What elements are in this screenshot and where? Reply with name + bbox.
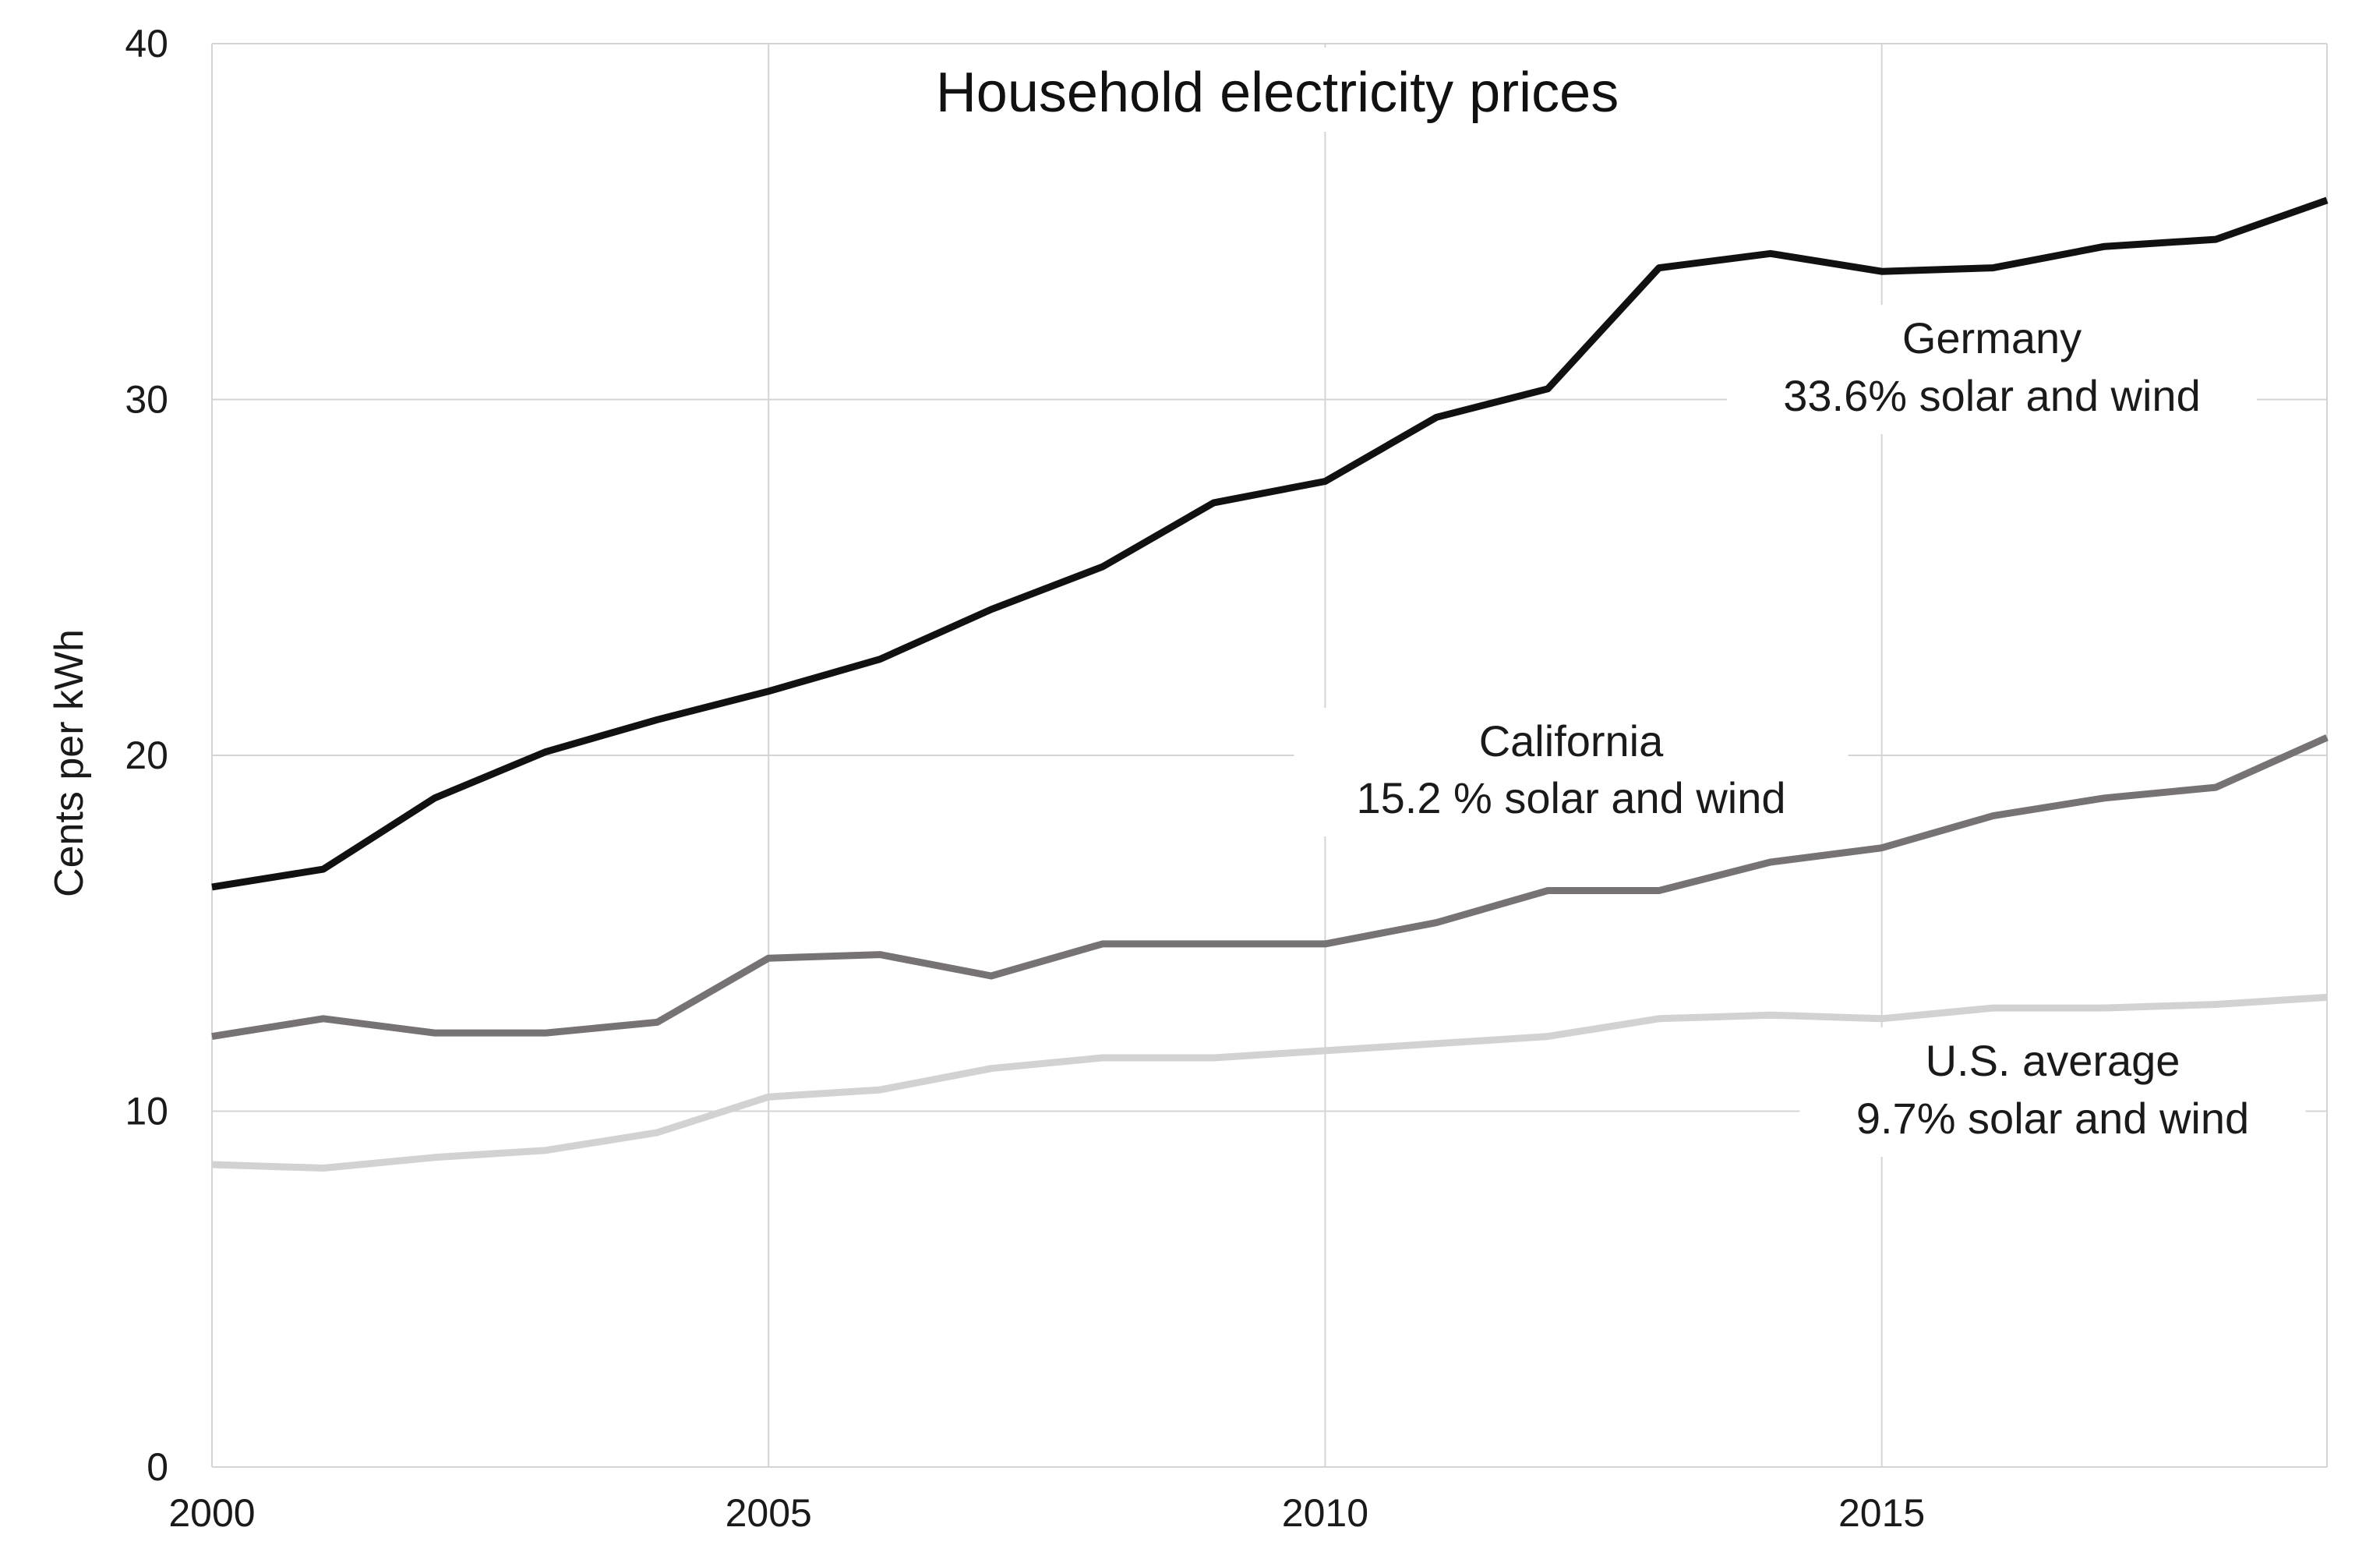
annotation-germany-line-1: Germany [1902,313,2082,362]
axes: 0 10 20 30 40 2000 2005 2010 2015 [125,22,1925,1535]
y-tick-label-40: 40 [125,22,168,65]
annotations: Germany 33.6% solar and wind California 15.… [1294,305,2306,1157]
y-tick-label-30: 30 [125,378,168,422]
annotation-us-average-line-2: 9.7% solar and wind [1856,1094,2249,1143]
series-line-us-average [211,993,2328,1172]
y-tick-label-20: 20 [125,734,168,777]
y-tick-label-10: 10 [125,1090,168,1133]
x-tick-label-2005: 2005 [726,1491,812,1535]
annotation-us-average-line-1: U.S. average [1926,1036,2180,1085]
series-line-germany [211,196,2329,891]
title-background [841,48,1714,132]
chart-title: Household electricity prices [936,62,1619,124]
x-tick-label-2000: 2000 [168,1491,255,1535]
annotation-background-us-average [1799,1027,2306,1157]
gridlines [211,43,2328,1468]
y-axis-label: Cents per kWh [47,629,92,897]
annotation-background-germany [1727,305,2257,434]
x-tick-label-2010: 2010 [1282,1491,1368,1535]
annotation-germany-line-2: 33.6% solar and wind [1783,371,2200,420]
annotation-background-california [1294,708,1849,836]
x-tick-label-2015: 2015 [1838,1491,1925,1535]
series-lines [211,196,2329,1172]
series-line-california [211,734,2329,1041]
annotation-california-line-1: California [1479,716,1664,765]
y-tick-label-0: 0 [147,1445,168,1489]
annotation-california-line-2: 15.2 % solar and wind [1356,773,1785,822]
